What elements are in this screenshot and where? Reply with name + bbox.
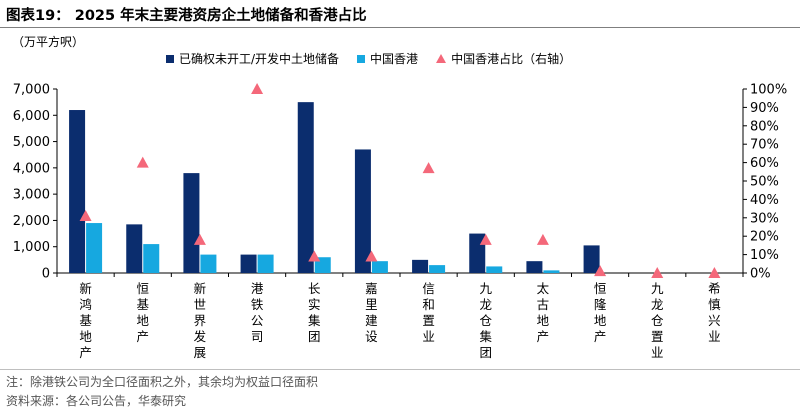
y-tick-label-right: 30% <box>750 211 779 226</box>
chart-canvas: 0 1,000 2,000 3,000 4,000 5,000 6,000 7,000 0% 10… <box>13 83 787 361</box>
y-tick-label-left: 0 <box>42 267 50 282</box>
x-tick-label: 九龙仓置业 <box>651 281 664 360</box>
marker-share <box>479 233 492 245</box>
y-tick-label-left: 3,000 <box>13 188 50 203</box>
y-tick-label-right: 0% <box>750 267 771 282</box>
legend-item-hongkong: 中国香港 <box>357 50 418 67</box>
footer-divider <box>0 369 800 370</box>
legend-swatch-hongkong <box>357 54 366 63</box>
x-tick-label: 港铁公司 <box>251 281 264 344</box>
x-tick-label: 希慎兴业 <box>708 281 721 344</box>
y-tick-label-left: 6,000 <box>13 109 50 124</box>
y-tick-label-right: 70% <box>750 138 779 153</box>
marker-share <box>136 156 149 168</box>
legend-item-reserve: 已确权未开工/开发中土地储备 <box>166 50 339 67</box>
bar-reserve <box>69 110 86 274</box>
bar-reserve <box>183 173 200 273</box>
y-tick-label-left: 2,000 <box>13 214 50 229</box>
bar-reserve <box>526 261 543 273</box>
title-divider <box>0 27 800 28</box>
y-tick-label-right: 40% <box>750 193 779 208</box>
marker-share <box>651 267 664 278</box>
x-tick-label: 九龙仓集团 <box>479 281 492 360</box>
bar-hongkong <box>371 261 388 273</box>
bar-hongkong <box>429 265 446 273</box>
y-tick-label-right: 80% <box>750 119 779 134</box>
legend-item-share: 中国香港占比（右轴） <box>436 50 571 67</box>
chart-title: 图表19： 2025 年末主要港资房企土地储备和香港占比 <box>6 8 367 24</box>
marker-share <box>594 265 607 277</box>
bar-reserve <box>412 259 429 273</box>
marker-share <box>708 267 721 278</box>
y-tick-label-left: 1,000 <box>13 240 50 255</box>
y-tick-label-right: 10% <box>750 248 779 263</box>
marker-share <box>365 250 378 262</box>
marker-share <box>193 233 206 245</box>
chart-note: 注：除港铁公司为全口径面积之外，其余均为权益口径面积 <box>6 375 319 389</box>
bar-hongkong <box>486 266 503 273</box>
bar-hongkong <box>86 223 103 273</box>
legend-label-reserve: 已确权未开工/开发中土地储备 <box>179 52 340 66</box>
marker-share <box>308 250 321 262</box>
x-tick-label: 嘉里建设 <box>365 281 378 344</box>
marker-share <box>536 233 549 245</box>
y-tick-label-right: 20% <box>750 230 779 245</box>
bar-reserve <box>354 149 371 273</box>
y-tick-label-left: 7,000 <box>13 83 50 98</box>
x-tick-label: 长实集团 <box>308 281 321 344</box>
x-tick-label: 太古地产 <box>537 281 550 344</box>
legend-swatch-reserve <box>166 54 174 63</box>
bar-reserve <box>583 245 600 273</box>
marker-share <box>79 209 92 221</box>
bar-hongkong <box>200 254 217 273</box>
bar-hongkong <box>257 254 274 273</box>
bar-hongkong <box>543 270 560 273</box>
bar-reserve <box>126 224 143 273</box>
x-tick-label: 信和置业 <box>422 281 435 344</box>
x-tick-label: 恒基地产 <box>136 281 149 344</box>
legend-label-share: 中国香港占比（右轴） <box>451 52 572 66</box>
y-tick-label-right: 100% <box>750 83 787 98</box>
y-tick-label-right: 50% <box>750 175 779 190</box>
y-tick-label-left: 5,000 <box>13 135 50 150</box>
marker-share <box>422 162 435 174</box>
x-tick-label: 新鸿基地产 <box>79 281 92 360</box>
x-tick-label: 恒隆地产 <box>594 281 607 344</box>
y-tick-label-right: 60% <box>750 156 779 171</box>
chart-source: 资料来源：各公司公告，华泰研究 <box>6 394 187 408</box>
bar-hongkong <box>143 244 160 273</box>
bar-reserve <box>297 102 314 274</box>
x-tick-label: 新世界发展 <box>194 281 207 360</box>
legend: 已确权未开工/开发中土地储备 中国香港 中国香港占比（右轴） <box>166 50 589 67</box>
marker-share <box>251 83 264 94</box>
bar-reserve <box>240 254 257 273</box>
y-tick-label-left: 4,000 <box>13 161 50 176</box>
legend-label-hongkong: 中国香港 <box>370 52 419 66</box>
unit-label: （万平方呎） <box>12 35 85 49</box>
y-tick-label-right: 90% <box>750 101 779 116</box>
legend-marker-share <box>436 54 447 63</box>
